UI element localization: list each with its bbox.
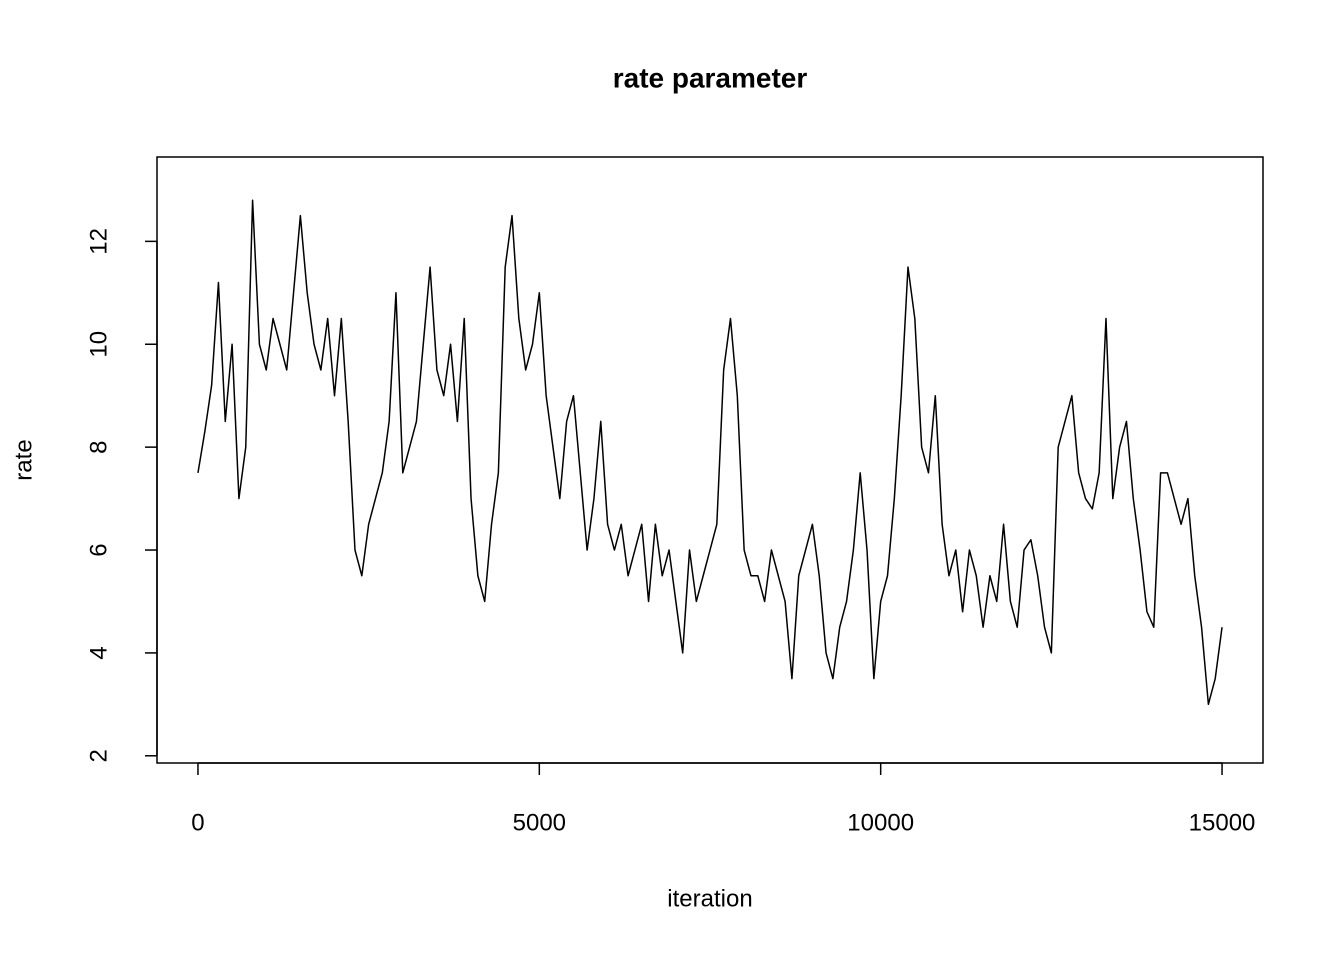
x-tick-label: 5000 bbox=[513, 809, 566, 836]
x-tick-label: 0 bbox=[191, 809, 204, 836]
y-tick-label: 12 bbox=[85, 228, 112, 255]
y-tick-label: 2 bbox=[85, 749, 112, 762]
y-tick-label: 10 bbox=[85, 331, 112, 358]
chart-title: rate parameter bbox=[613, 62, 808, 93]
x-tick-label: 10000 bbox=[847, 809, 914, 836]
y-tick-label: 6 bbox=[85, 543, 112, 556]
x-tick-label: 15000 bbox=[1189, 809, 1256, 836]
x-axis-label: iteration bbox=[667, 885, 752, 912]
y-tick-label: 8 bbox=[85, 440, 112, 453]
plot-frame bbox=[156, 156, 1264, 764]
trace-line bbox=[197, 199, 1223, 706]
y-tick-label: 4 bbox=[85, 646, 112, 659]
y-axis-label: rate bbox=[10, 439, 37, 480]
